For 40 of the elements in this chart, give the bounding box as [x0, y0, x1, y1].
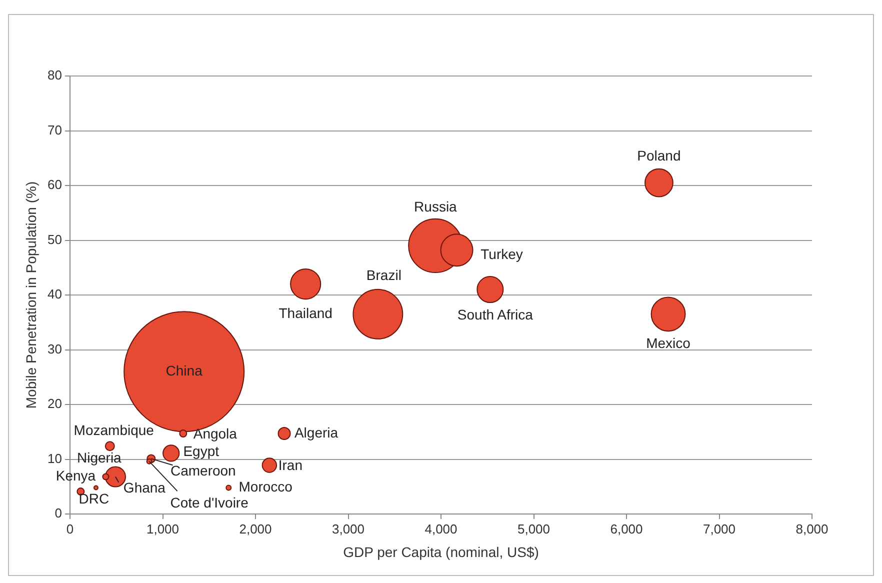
- annotation: Mexico: [646, 335, 691, 352]
- y-tick-label: 40: [48, 286, 62, 302]
- x-tick-label: 6,000: [610, 521, 643, 536]
- annotation: China: [166, 362, 203, 379]
- x-tick-label: 7,000: [702, 521, 736, 536]
- x-axis-title: GDP per Capita (nominal, US$): [343, 544, 539, 560]
- annotation: Cote d'Ivoire: [170, 494, 249, 510]
- annotation: Morocco: [238, 478, 293, 495]
- y-tick-label: 20: [48, 396, 62, 412]
- annotation: Kenya: [56, 468, 96, 484]
- x-tick-label: 5,000: [517, 521, 550, 536]
- y-tick-label: 50: [48, 232, 62, 247]
- annotation: Angola: [193, 425, 238, 442]
- annotation: Russia: [414, 198, 458, 215]
- x-tick-label: 4,000: [424, 521, 458, 536]
- annotation: Algeria: [294, 424, 338, 440]
- x-tick-label: 8,000: [796, 521, 828, 536]
- y-tick-label: 10: [48, 450, 62, 466]
- x-tick-label: 2,000: [239, 521, 272, 536]
- annotation: Thailand: [278, 304, 332, 321]
- annotation: Mozambique: [74, 422, 154, 438]
- annotation: Poland: [637, 148, 681, 164]
- y-tick-label: 60: [48, 177, 62, 192]
- y-tick-label: 30: [48, 341, 62, 356]
- annotation: South Africa: [457, 306, 534, 322]
- annotation: Ghana: [123, 480, 166, 496]
- annotation: Egypt: [183, 443, 220, 460]
- x-tick-label: 0: [66, 521, 74, 536]
- annotation: Turkey: [480, 246, 523, 262]
- y-tick-label: 80: [48, 68, 62, 83]
- annotation: Iran: [278, 457, 302, 474]
- annotation: Cameroon: [170, 462, 236, 479]
- y-axis-title: Mobile Penetration in Population (%): [23, 181, 39, 409]
- annotation: Brazil: [366, 267, 402, 284]
- annotation: DRC: [78, 490, 110, 507]
- x-tick-label: 3,000: [332, 521, 365, 536]
- x-tick-label: 1,000: [146, 521, 180, 536]
- y-tick-label: 70: [48, 122, 62, 138]
- annotation: Nigeria: [76, 450, 122, 466]
- y-tick-label: 0: [54, 506, 62, 521]
